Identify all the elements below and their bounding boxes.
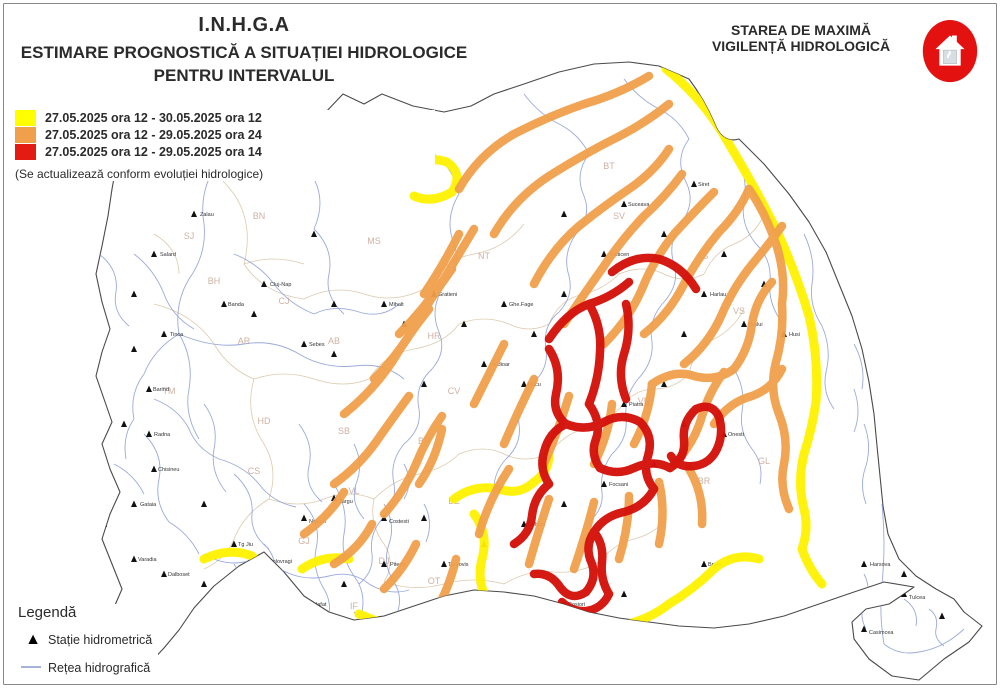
svg-text:Casimcea: Casimcea bbox=[869, 630, 894, 636]
svg-text:Polovragi: Polovragi bbox=[269, 559, 292, 565]
svg-text:Zalau: Zalau bbox=[200, 212, 214, 218]
svg-text:Chisineu: Chisineu bbox=[158, 467, 179, 473]
svg-text:VS: VS bbox=[733, 306, 745, 316]
svg-text:Mihalt: Mihalt bbox=[389, 302, 404, 308]
svg-text:BH: BH bbox=[208, 276, 221, 286]
svg-text:SJ: SJ bbox=[184, 231, 195, 241]
svg-text:Tg Jiu: Tg Jiu bbox=[238, 542, 253, 548]
svg-text:GL: GL bbox=[758, 456, 770, 466]
svg-text:CV: CV bbox=[448, 386, 461, 396]
svg-text:AR: AR bbox=[238, 336, 251, 346]
svg-text:Harlau: Harlau bbox=[710, 292, 726, 298]
svg-text:VL: VL bbox=[348, 486, 359, 496]
svg-text:Balcesti: Balcesti bbox=[359, 627, 378, 633]
svg-text:Barind: Barind bbox=[153, 387, 169, 393]
svg-text:HR: HR bbox=[428, 331, 441, 341]
svg-text:Sebes: Sebes bbox=[309, 342, 325, 348]
svg-text:Harsova: Harsova bbox=[870, 562, 891, 568]
svg-text:OT: OT bbox=[428, 576, 441, 586]
svg-text:Tinca: Tinca bbox=[170, 332, 184, 338]
svg-text:BT: BT bbox=[603, 161, 615, 171]
svg-text:Siret: Siret bbox=[698, 182, 710, 188]
svg-text:HD: HD bbox=[258, 416, 271, 426]
svg-text:AB: AB bbox=[328, 336, 340, 346]
svg-text:Sighet: Sighet bbox=[240, 97, 256, 103]
svg-text:Costesti: Costesti bbox=[389, 519, 409, 525]
svg-text:Tulcea: Tulcea bbox=[909, 595, 926, 601]
svg-text:Gratieni: Gratieni bbox=[438, 292, 457, 298]
svg-text:Isaccea: Isaccea bbox=[908, 482, 928, 488]
svg-text:Ghe.Fage: Ghe.Fage bbox=[509, 302, 533, 308]
svg-text:MS: MS bbox=[367, 236, 381, 246]
svg-text:Cluj-Nap: Cluj-Nap bbox=[270, 282, 291, 288]
svg-text:Focsani: Focsani bbox=[609, 482, 628, 488]
svg-text:Onesti: Onesti bbox=[728, 432, 744, 438]
svg-text:NT: NT bbox=[478, 251, 490, 261]
svg-text:Giurgiu: Giurgiu bbox=[458, 602, 476, 608]
svg-text:Varadia: Varadia bbox=[138, 557, 157, 563]
svg-text:Radna: Radna bbox=[154, 432, 171, 438]
svg-text:Dalboset: Dalboset bbox=[168, 572, 190, 578]
svg-text:BN: BN bbox=[253, 211, 266, 221]
svg-text:SB: SB bbox=[338, 426, 350, 436]
svg-text:Dragasani: Dragasani bbox=[429, 649, 454, 655]
svg-text:Suceava: Suceava bbox=[628, 202, 650, 208]
svg-text:IF: IF bbox=[350, 601, 359, 611]
svg-text:Banda: Banda bbox=[228, 302, 245, 308]
svg-text:Husi: Husi bbox=[789, 332, 800, 338]
svg-text:Gataia: Gataia bbox=[140, 502, 157, 508]
svg-text:CJ: CJ bbox=[279, 296, 290, 306]
svg-text:SV: SV bbox=[613, 211, 625, 221]
svg-text:CS: CS bbox=[248, 466, 261, 476]
svg-text:Salard: Salard bbox=[160, 252, 176, 258]
